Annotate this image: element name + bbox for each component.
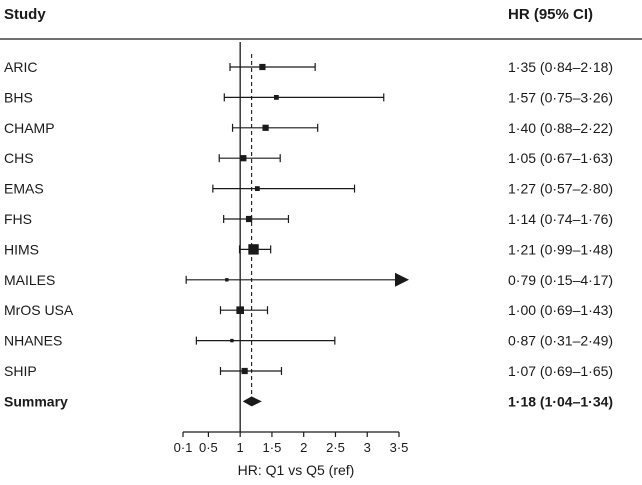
study-rows: ARIC 1·35 (0·84–2·18) BHS 1·57 (0·75–3·26) C… (4, 59, 613, 409)
hr-ci-value: 1·57 (0·75–3·26) (508, 89, 613, 105)
hr-ci-value: 1·27 (0·57–2·80) (508, 181, 613, 197)
study-label: BHS (4, 89, 33, 105)
study-label: FHS (4, 211, 32, 227)
point-estimate (240, 155, 247, 162)
x-tick-label: 0·1 (174, 440, 193, 455)
x-axis: 0·1 0·5 1 1·5 2 2·5 3 3·5 (174, 431, 409, 455)
x-tick-label: 2·5 (326, 440, 345, 455)
point-estimate (273, 95, 279, 100)
plot-area (185, 42, 409, 432)
study-label: CHAMP (4, 120, 55, 136)
summary-label: Summary (4, 393, 68, 409)
study-column-header: Study (4, 6, 46, 23)
point-estimate (248, 244, 259, 255)
ci-arrow (395, 272, 409, 287)
point-estimate (259, 63, 266, 71)
study-label: MAILES (4, 272, 55, 288)
point-estimate (245, 215, 253, 223)
hr-ci-value: 1·35 (0·84–2·18) (508, 59, 613, 75)
study-label: MrOS USA (4, 302, 74, 318)
point-estimate (230, 338, 234, 343)
hr-ci-value: 1·05 (0·67–1·63) (508, 150, 613, 166)
x-tick-label: 1 (237, 440, 244, 455)
study-label: HIMS (4, 241, 39, 257)
hr-ci-value: 0·79 (0·15–4·17) (508, 272, 613, 288)
x-tick-label: 0·5 (199, 440, 218, 455)
hr-column-header: HR (95% CI) (508, 6, 593, 23)
point-estimate (254, 186, 260, 191)
x-axis-title: HR: Q1 vs Q5 (ref) (238, 462, 355, 478)
hr-ci-value: 1·21 (0·99–1·48) (508, 241, 613, 257)
point-estimate (241, 367, 248, 375)
point-estimate (262, 124, 269, 131)
x-tick-label: 3·5 (390, 440, 409, 455)
hr-ci-value: 0·87 (0·31–2·49) (508, 333, 613, 349)
summary-hr-ci-value: 1·18 (1·04–1·34) (508, 393, 613, 409)
x-tick-label: 2 (300, 440, 307, 455)
study-label: NHANES (4, 333, 62, 349)
study-label: EMAS (4, 181, 44, 197)
summary-diamond (242, 396, 262, 407)
hr-ci-value: 1·40 (0·88–2·22) (508, 120, 613, 136)
study-label: CHS (4, 150, 34, 166)
hr-ci-value: 1·14 (0·74–1·76) (508, 211, 613, 227)
hr-ci-value: 1·00 (0·69–1·43) (508, 302, 613, 318)
x-tick-label: 1·5 (263, 440, 282, 455)
x-tick-label: 3 (364, 440, 371, 455)
study-label: SHIP (4, 363, 37, 379)
study-label: ARIC (4, 59, 37, 75)
point-estimate (225, 278, 229, 282)
point-estimate (236, 306, 244, 314)
hr-ci-value: 1·07 (0·69–1·65) (508, 363, 613, 379)
